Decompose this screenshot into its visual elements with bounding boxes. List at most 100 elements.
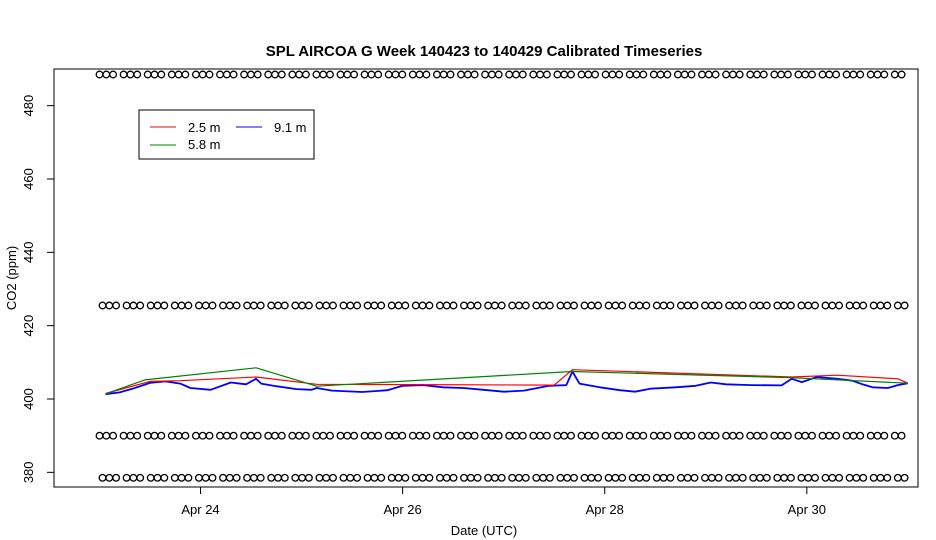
marker-point (570, 473, 578, 482)
marker-point (811, 473, 819, 482)
series-line (105, 369, 909, 395)
marker-point (663, 70, 672, 79)
marker-point (690, 301, 699, 310)
marker-point (521, 473, 530, 482)
marker-point (786, 301, 795, 310)
marker-point (735, 431, 744, 440)
marker-point (759, 70, 768, 79)
marker-point (835, 301, 844, 310)
marker-point (277, 70, 286, 79)
marker-point (350, 431, 359, 440)
marker-point (160, 301, 169, 310)
marker-point (398, 431, 407, 440)
y-tick-label: 420 (21, 315, 36, 337)
marker-point (181, 70, 190, 79)
marker-point (497, 301, 506, 310)
marker-point (835, 473, 844, 482)
marker-point (859, 473, 868, 482)
legend-label-2-5m: 2.5 m (188, 120, 221, 135)
marker-point (832, 431, 841, 440)
marker-point (594, 301, 603, 310)
marker-point (184, 301, 193, 310)
x-axis: Apr 24 Apr 26 Apr 28 Apr 30 (181, 486, 826, 517)
marker-point (615, 70, 624, 79)
marker-point (759, 431, 768, 440)
marker-point (136, 473, 145, 482)
marker-point (256, 473, 265, 482)
marker-point (256, 301, 265, 310)
marker-point (449, 473, 458, 482)
marker-point (639, 70, 648, 79)
marker-point (229, 70, 238, 79)
x-axis-title: Date (UTC) (451, 523, 517, 538)
series-line (105, 370, 909, 396)
legend-box (138, 109, 315, 160)
marker-point (545, 301, 554, 310)
marker-point (470, 70, 479, 79)
marker-point (639, 431, 648, 440)
marker-point (542, 70, 551, 79)
chart-title: SPL AIRCOA G Week 140423 to 140429 Calib… (266, 43, 703, 60)
marker-point (422, 431, 431, 440)
marker-point (642, 301, 651, 310)
marker-point (398, 70, 407, 79)
marker-point (473, 301, 482, 310)
marker-point (374, 70, 383, 79)
marker-point (494, 431, 503, 440)
marker-point (353, 473, 362, 482)
x-tick-label: Apr 24 (181, 502, 219, 517)
series-lines (105, 367, 909, 396)
marker-point (253, 70, 262, 79)
y-axis-title: CO2 (ppm) (4, 246, 19, 310)
y-tick-label: 460 (21, 168, 36, 190)
marker-point (353, 301, 362, 310)
marker-point (446, 70, 455, 79)
marker-point (133, 70, 142, 79)
marker-point (714, 473, 723, 482)
marker-point (253, 431, 262, 440)
marker-point (112, 301, 121, 310)
marker-point (304, 473, 313, 482)
legend: 2.5 m 5.8 m 9.1 m (138, 109, 315, 160)
marker-point (615, 431, 624, 440)
marker-point (880, 431, 889, 440)
marker-point (545, 473, 554, 482)
marker-point (229, 431, 238, 440)
marker-point (808, 70, 816, 79)
marker-point (133, 431, 142, 440)
marker-point (112, 473, 121, 482)
marker-point (762, 473, 771, 482)
marker-point (157, 70, 166, 79)
marker-point (301, 431, 310, 440)
y-tick-label: 440 (21, 241, 36, 263)
series-line (105, 367, 908, 395)
marker-point (783, 70, 792, 79)
marker-point (711, 431, 720, 440)
marker-point (808, 431, 816, 440)
marker-point (883, 473, 892, 482)
marker-point (280, 301, 289, 310)
y-tick-label: 380 (21, 461, 36, 483)
marker-point (205, 70, 214, 79)
x-tick-label: Apr 30 (788, 502, 826, 517)
marker-point (205, 431, 214, 440)
reference-marker-rows (95, 70, 909, 482)
marker-point (425, 301, 434, 310)
marker-point (377, 301, 386, 310)
marker-point (326, 431, 334, 440)
marker-point (762, 301, 771, 310)
marker-point (304, 301, 313, 310)
marker-point (783, 431, 792, 440)
legend-label-9-1m: 9.1 m (274, 120, 307, 135)
marker-point (570, 301, 578, 310)
marker-point (109, 431, 118, 440)
marker-point (521, 301, 530, 310)
marker-point (900, 473, 909, 482)
marker-point (232, 301, 241, 310)
marker-point (497, 473, 506, 482)
marker-point (422, 70, 431, 79)
marker-point (301, 70, 310, 79)
marker-point (591, 70, 600, 79)
marker-point (738, 301, 747, 310)
